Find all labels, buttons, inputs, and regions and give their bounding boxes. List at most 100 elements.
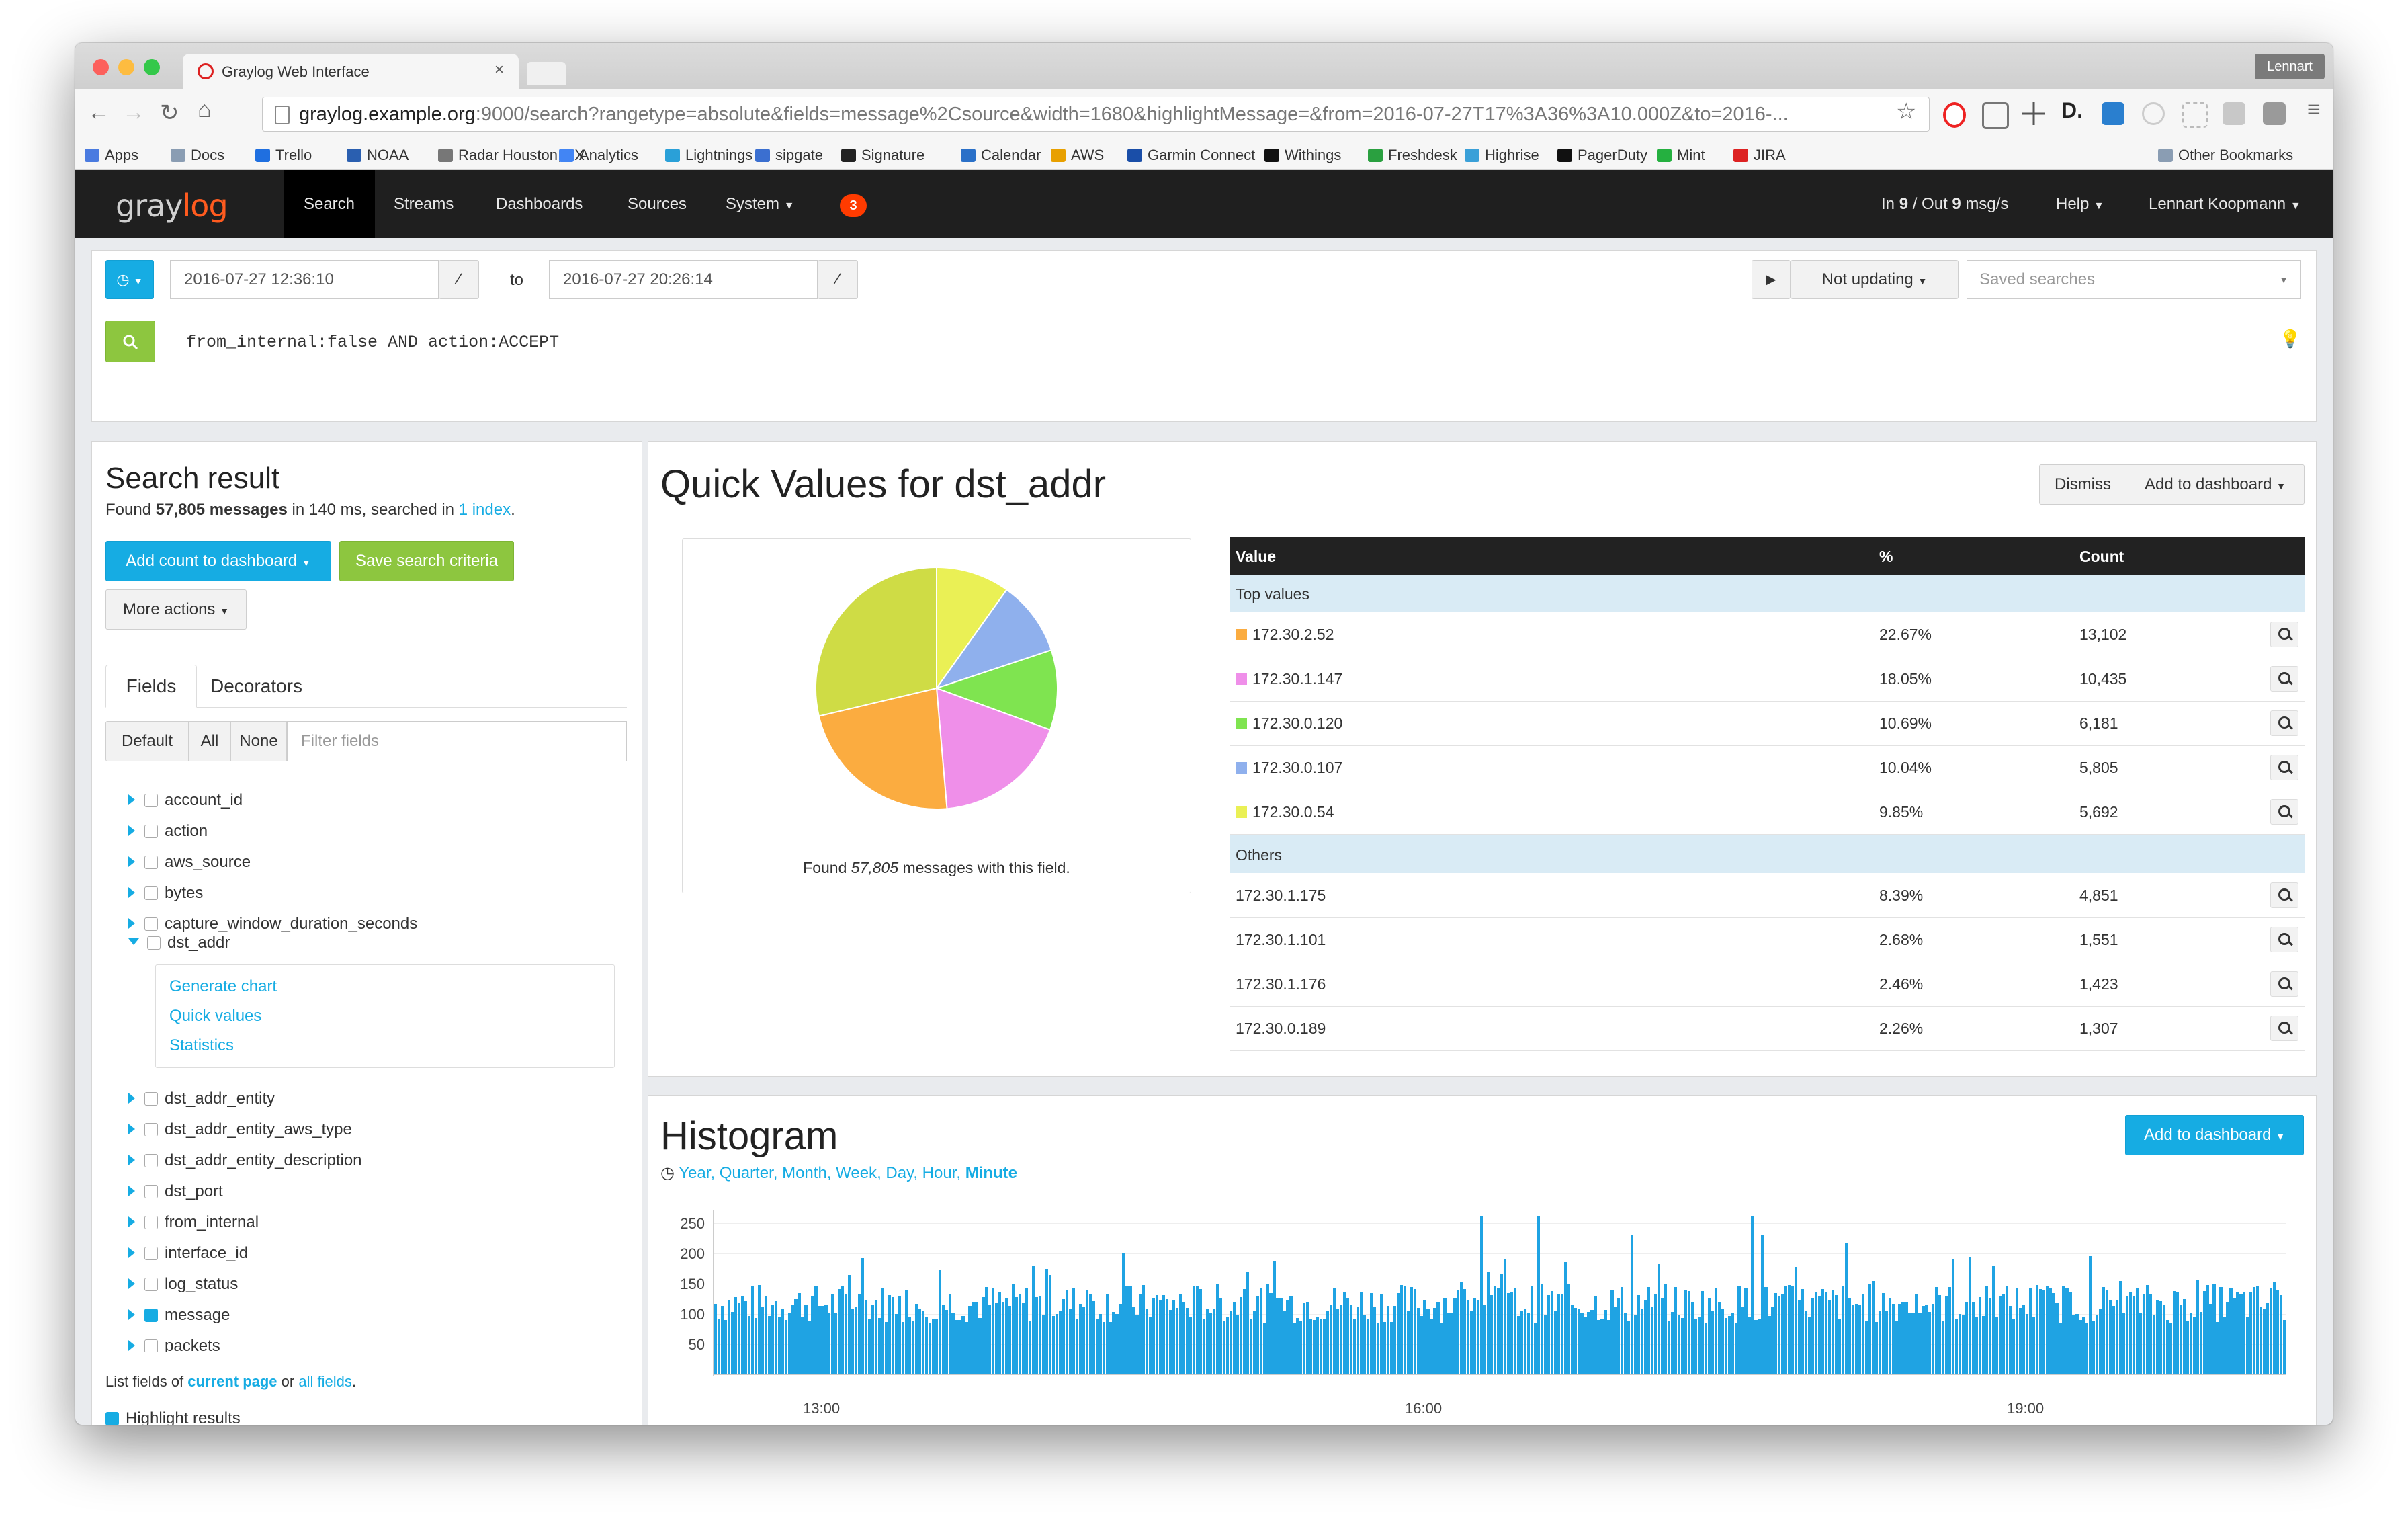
field-row[interactable]: message <box>128 1306 230 1325</box>
histogram-bar[interactable] <box>858 1294 861 1374</box>
histogram-bar[interactable] <box>1352 1319 1357 1374</box>
quick-values-link[interactable]: Quick values <box>169 1007 262 1025</box>
histogram-bar[interactable] <box>1423 1300 1426 1374</box>
histogram-bar[interactable] <box>1995 1317 1999 1374</box>
histogram-bar[interactable] <box>908 1317 911 1374</box>
histogram-bar[interactable] <box>1677 1315 1681 1374</box>
histogram-bar[interactable] <box>1864 1321 1868 1374</box>
histogram-bar[interactable] <box>1764 1286 1768 1374</box>
histogram-bar[interactable] <box>1985 1286 1989 1374</box>
histogram-bar[interactable] <box>1169 1309 1172 1374</box>
home-icon[interactable]: ⌂ <box>198 97 212 122</box>
histogram-bar[interactable] <box>1533 1323 1537 1374</box>
histogram-bar[interactable] <box>2102 1287 2106 1374</box>
play-button[interactable]: ▶ <box>1752 260 1791 299</box>
histogram-bar[interactable] <box>1537 1216 1540 1374</box>
no-fields-button[interactable]: None <box>230 721 287 761</box>
histogram-bar[interactable] <box>1025 1288 1029 1374</box>
histogram-bar[interactable] <box>2176 1291 2179 1374</box>
histogram-bar[interactable] <box>1179 1293 1182 1374</box>
histogram-bar[interactable] <box>1824 1291 1828 1374</box>
histogram-bar[interactable] <box>1420 1316 1423 1374</box>
histogram-bar[interactable] <box>1587 1312 1590 1374</box>
histogram-bar[interactable] <box>1205 1309 1209 1374</box>
histogram-bar[interactable] <box>998 1292 1002 1374</box>
histogram-bar[interactable] <box>2038 1288 2042 1374</box>
histogram-bar[interactable] <box>2129 1292 2133 1374</box>
resolution-quarter[interactable]: Quarter <box>719 1164 773 1182</box>
histogram-bar[interactable] <box>1129 1286 1132 1374</box>
histogram-bar[interactable] <box>1932 1304 1935 1374</box>
histogram-bar[interactable] <box>1500 1274 1504 1374</box>
histogram-bar[interactable] <box>2229 1288 2233 1374</box>
field-checkbox[interactable] <box>144 794 158 807</box>
histogram-bar[interactable] <box>794 1299 798 1374</box>
histogram-bar[interactable] <box>2256 1286 2260 1374</box>
histogram-bar[interactable] <box>1741 1307 1744 1374</box>
histogram-bar[interactable] <box>2135 1288 2139 1374</box>
histogram-bar[interactable] <box>1440 1323 1443 1374</box>
from-date-picker-button[interactable]: ⁄ <box>439 260 479 299</box>
caret-right-icon[interactable] <box>128 1186 135 1196</box>
histogram-bar[interactable] <box>1195 1286 1199 1374</box>
profile-button[interactable]: Lennart <box>2255 54 2325 79</box>
histogram-bar[interactable] <box>1560 1293 1563 1374</box>
histogram-bar[interactable] <box>1467 1300 1470 1374</box>
histogram-bar[interactable] <box>740 1296 744 1374</box>
histogram-bar[interactable] <box>1674 1286 1678 1374</box>
histogram-bar[interactable] <box>2089 1255 2092 1374</box>
histogram-bar[interactable] <box>1102 1321 1105 1374</box>
histogram-bar[interactable] <box>1848 1298 1851 1374</box>
histogram-bar[interactable] <box>2165 1319 2169 1374</box>
histogram-bar[interactable] <box>1791 1286 1795 1374</box>
histogram-bar[interactable] <box>1363 1315 1367 1374</box>
histogram-bar[interactable] <box>1875 1322 1878 1374</box>
histogram-bar[interactable] <box>1717 1302 1721 1374</box>
histogram-bar[interactable] <box>1249 1319 1252 1374</box>
histogram-bar[interactable] <box>791 1304 794 1374</box>
histogram-bar[interactable] <box>938 1270 941 1374</box>
pie-slice[interactable] <box>815 566 937 717</box>
opera-extension-icon[interactable] <box>1943 102 1966 128</box>
nav-search[interactable]: Search <box>284 170 375 238</box>
histogram-bar[interactable] <box>1379 1294 1383 1374</box>
histogram-bar[interactable] <box>821 1305 824 1374</box>
histogram-bar[interactable] <box>1303 1303 1306 1374</box>
histogram-bar[interactable] <box>1945 1296 1948 1374</box>
histogram-bar[interactable] <box>1607 1319 1610 1374</box>
histogram-bar[interactable] <box>784 1319 787 1374</box>
bookmark-calendar[interactable]: Calendar <box>961 147 1041 164</box>
histogram-bar[interactable] <box>851 1309 855 1374</box>
histogram-bar[interactable] <box>1805 1311 1808 1374</box>
histogram-bar[interactable] <box>734 1296 738 1374</box>
histogram-bar[interactable] <box>1798 1300 1801 1374</box>
bookmark-aws[interactable]: AWS <box>1051 147 1104 164</box>
histogram-bar[interactable] <box>2273 1282 2276 1374</box>
histogram-bar[interactable] <box>1885 1310 1888 1374</box>
histogram-bar[interactable] <box>1570 1304 1574 1374</box>
pie-slice[interactable] <box>935 588 1053 690</box>
histogram-bar[interactable] <box>1299 1321 1303 1374</box>
field-row[interactable]: dst_addr_entity_aws_type <box>128 1120 352 1139</box>
field-row[interactable]: capture_window_duration_seconds <box>128 915 417 934</box>
histogram-bar[interactable] <box>1952 1259 1955 1374</box>
histogram-bar[interactable] <box>1002 1301 1005 1374</box>
histogram-bar[interactable] <box>1212 1309 1216 1374</box>
histogram-bar[interactable] <box>1396 1292 1400 1374</box>
histogram-bar[interactable] <box>1942 1320 1945 1374</box>
histogram-bar[interactable] <box>898 1296 902 1374</box>
more-actions-button[interactable]: More actions ▼ <box>105 589 247 630</box>
histogram-bar[interactable] <box>1078 1304 1082 1374</box>
filter-fields-input[interactable]: Filter fields <box>287 721 627 761</box>
histogram-bar[interactable] <box>1065 1290 1068 1374</box>
histogram-bar[interactable] <box>1109 1321 1112 1374</box>
histogram-bar[interactable] <box>1784 1286 1788 1374</box>
url-bar[interactable]: graylog.example.org:9000/search?rangetyp… <box>262 97 1930 132</box>
histogram-bar[interactable] <box>1811 1297 1815 1374</box>
histogram-bar[interactable] <box>1349 1305 1353 1374</box>
histogram-bar[interactable] <box>845 1293 848 1374</box>
bookmark-lightnings[interactable]: Lightnings <box>665 147 752 164</box>
histogram-bar[interactable] <box>2042 1290 2045 1374</box>
histogram-bar[interactable] <box>1731 1312 1734 1374</box>
histogram-bar[interactable] <box>1955 1319 1959 1374</box>
